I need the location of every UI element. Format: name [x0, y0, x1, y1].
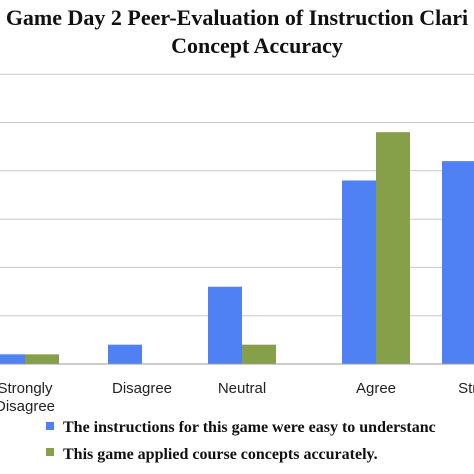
chart-title-line-1: Game Day 2 Peer-Evaluation of Instructio…	[6, 5, 468, 30]
legend-swatch-concepts	[46, 448, 54, 456]
bar-series2-neutral	[242, 344, 276, 364]
bar-series1-agree	[342, 180, 376, 364]
bar-series2-strongly-disagree	[25, 354, 59, 364]
bar-series1-neutral	[208, 286, 242, 364]
legend: The instructions for this game were easy…	[46, 419, 436, 463]
bar-series1-strongly-agree	[442, 161, 474, 364]
x-tick-label-4-line-1: Agree	[356, 380, 396, 397]
x-tick-label-1-line-2: Disagree	[0, 398, 55, 415]
bars	[0, 132, 474, 364]
legend-swatch-instructions	[46, 422, 54, 430]
x-tick-labels: StronglyDisagreeDisagreeNeutralAgreeStro…	[0, 380, 474, 415]
legend-label-instructions: The instructions for this game were easy…	[63, 419, 436, 436]
bar-series1-disagree	[108, 344, 142, 364]
legend-label-concepts: This game applied course concepts accura…	[63, 446, 378, 463]
bar-series2-agree	[376, 132, 410, 364]
x-tick-label-1-line-1: Strongly	[0, 380, 53, 397]
bar-series1-strongly-disagree	[0, 354, 25, 364]
x-tick-label-2-line-1: Disagree	[112, 380, 172, 397]
x-tick-label-5-line-1: Stron	[458, 380, 474, 397]
chart-title-line-2: Concept Accuracy	[171, 33, 343, 58]
x-tick-label-3-line-1: Neutral	[218, 380, 266, 397]
